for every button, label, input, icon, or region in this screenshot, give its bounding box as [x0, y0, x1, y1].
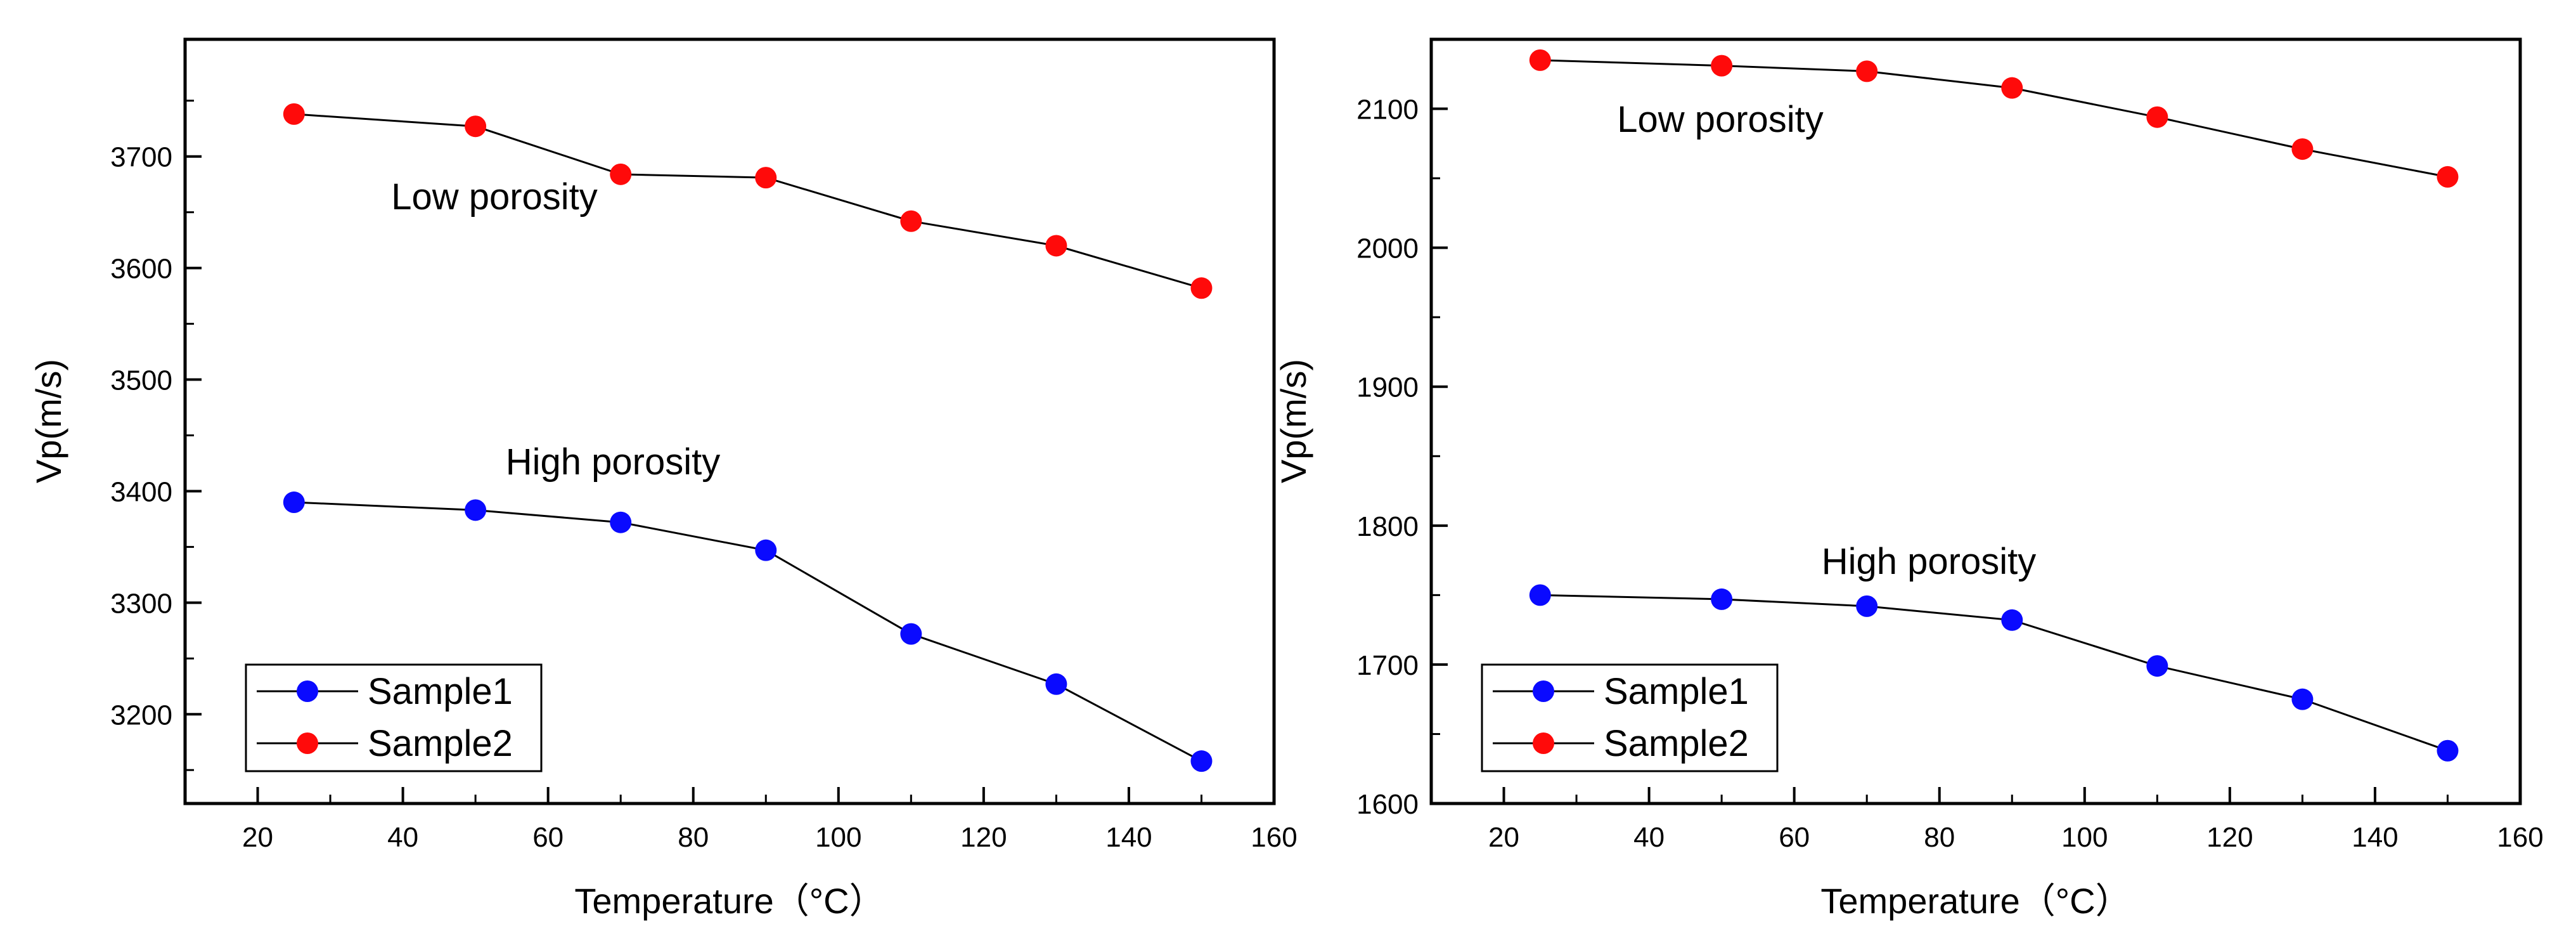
left-annotation-low-porosity: Low porosity — [391, 176, 598, 218]
left-legend-label-sample1: Sample1 — [368, 671, 513, 712]
right-legend-marker-sample2 — [1533, 732, 1554, 754]
right-axis-ticks: 20 40 60 80 100 120 140 160 1600 1700 1800 1900 2000… — [1356, 94, 2544, 853]
right-plot-frame — [1429, 37, 2522, 805]
right-y-tick-label: 2000 — [1356, 233, 1419, 264]
left-legend-marker-sample2 — [297, 732, 318, 754]
left-sample1-point — [1045, 673, 1067, 695]
right-chart-panel: 20 40 60 80 100 120 140 160 1600 1700 1800 1900 2000… — [1273, 37, 2544, 921]
right-legend-box — [1481, 663, 1779, 772]
left-x-tick-label: 40 — [387, 822, 418, 853]
right-annotation-low-porosity: Low porosity — [1617, 99, 1824, 140]
right-series-points — [1529, 49, 2459, 762]
left-x-tick-label: 100 — [815, 822, 861, 853]
right-annotation-high-porosity: High porosity — [1822, 541, 2036, 582]
right-x-tick-label: 100 — [2061, 822, 2108, 853]
left-sample2-point — [610, 163, 632, 185]
left-sample2-point — [465, 115, 487, 138]
left-y-tick-label: 3700 — [110, 142, 172, 173]
left-legend: Sample1 Sample2 — [245, 663, 543, 772]
left-sample1-point — [755, 539, 777, 561]
left-x-axis-title: Temperature（°C） — [574, 881, 884, 921]
right-y-axis-title: Vp(m/s) — [1273, 359, 1313, 483]
right-sample1-point — [2437, 739, 2459, 762]
left-y-tick-label: 3200 — [110, 699, 172, 731]
right-legend-label-sample1: Sample1 — [1604, 671, 1749, 712]
right-legend-label-sample2: Sample2 — [1604, 723, 1749, 764]
left-sample1-point — [465, 499, 487, 521]
left-y-tick-label: 3400 — [110, 476, 172, 507]
left-y-tick-label: 3500 — [110, 365, 172, 396]
right-x-tick-label: 40 — [1633, 822, 1665, 853]
right-x-tick-label: 140 — [2352, 822, 2398, 853]
left-x-tick-label: 20 — [242, 822, 273, 853]
right-y-tick-label: 1900 — [1356, 372, 1419, 403]
right-y-tick-label: 1700 — [1356, 650, 1419, 681]
left-y-axis-title: Vp(m/s) — [29, 359, 68, 483]
left-x-tick-label: 60 — [532, 822, 564, 853]
right-sample1-point — [2146, 655, 2168, 677]
left-legend-box — [245, 663, 543, 772]
right-sample1-point — [1711, 588, 1733, 610]
left-plot-frame — [183, 37, 1276, 805]
left-legend-label-sample2: Sample2 — [368, 723, 513, 764]
left-series-points — [283, 103, 1213, 772]
right-legend-marker-sample1 — [1533, 680, 1554, 702]
right-x-axis-title: Temperature（°C） — [1820, 881, 2130, 921]
left-legend-marker-sample1 — [297, 680, 318, 702]
right-x-tick-label: 80 — [1924, 822, 1955, 853]
right-sample2-point — [2146, 106, 2168, 128]
left-chart-panel: 20 40 60 80 100 120 140 160 3200 3300 3400 3500 3600… — [29, 37, 1298, 921]
right-sample2-point — [1529, 49, 1551, 71]
right-sample2-point — [1711, 55, 1733, 77]
right-sample1-point — [2291, 688, 2314, 710]
left-sample1-point — [1190, 750, 1213, 772]
left-sample2-point — [755, 167, 777, 189]
right-x-tick-label: 60 — [1779, 822, 1810, 853]
left-sample1-point — [610, 511, 632, 533]
right-sample1-point — [1529, 584, 1551, 606]
right-sample2-point — [2001, 77, 2023, 99]
left-y-tick-label: 3600 — [110, 254, 172, 285]
right-sample2-point — [2437, 166, 2459, 188]
right-x-tick-label: 160 — [2497, 822, 2543, 853]
right-x-tick-label: 120 — [2206, 822, 2253, 853]
right-sample1-point — [1856, 595, 1878, 617]
left-sample2-point — [1190, 277, 1213, 299]
right-sample1-point — [2001, 609, 2023, 631]
left-sample2-point — [283, 103, 305, 125]
left-sample2-point — [900, 210, 922, 232]
left-x-tick-label: 160 — [1251, 822, 1297, 853]
left-axis-ticks: 20 40 60 80 100 120 140 160 3200 3300 3400 3500 3600… — [110, 100, 1298, 853]
left-sample1-point — [283, 491, 305, 514]
right-legend: Sample1 Sample2 — [1481, 663, 1779, 772]
left-x-tick-label: 120 — [960, 822, 1007, 853]
right-sample2-point — [1856, 60, 1878, 82]
right-y-tick-label: 2100 — [1356, 94, 1419, 126]
left-annotation-high-porosity: High porosity — [506, 441, 720, 483]
left-sample1-point — [900, 623, 922, 645]
right-y-tick-label: 1600 — [1356, 789, 1419, 820]
right-sample2-point — [2291, 138, 2314, 160]
left-y-tick-label: 3300 — [110, 588, 172, 619]
right-x-tick-label: 20 — [1488, 822, 1519, 853]
left-sample2-point — [1045, 235, 1067, 257]
left-x-tick-label: 140 — [1105, 822, 1152, 853]
left-x-tick-label: 80 — [678, 822, 709, 853]
right-y-tick-label: 1800 — [1356, 511, 1419, 542]
